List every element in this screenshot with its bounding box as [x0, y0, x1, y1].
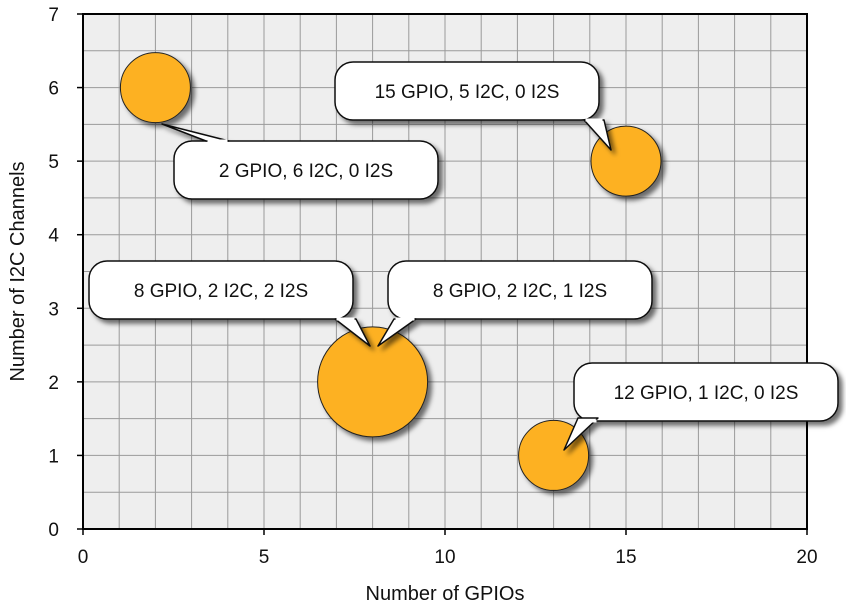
x-tick-label: 20: [796, 547, 817, 568]
callout-box: [88, 260, 354, 320]
callout-label: 8 GPIO, 2 I2C, 2 I2S: [134, 281, 308, 302]
x-tick-label: 0: [78, 547, 89, 568]
y-tick-label: 4: [48, 226, 59, 247]
callout: [563, 362, 839, 451]
callout-label: 2 GPIO, 6 I2C, 0 I2S: [219, 161, 393, 182]
callout-label: 8 GPIO, 2 I2C, 1 I2S: [433, 281, 607, 302]
callout-box: [173, 140, 439, 200]
callout-label: 15 GPIO, 5 I2C, 0 I2S: [375, 82, 560, 103]
callout-box: [334, 61, 600, 121]
x-axis-title: Number of GPIOs: [366, 583, 525, 605]
callout-pointer: [563, 417, 599, 451]
bubble: [119, 52, 191, 124]
callout: [377, 260, 653, 347]
y-axis-title: Number of I2C Channels: [7, 161, 29, 381]
y-tick-label: 3: [48, 299, 59, 320]
x-tick-label: 15: [615, 547, 636, 568]
y-tick-label: 7: [48, 5, 59, 26]
y-tick-label: 2: [48, 373, 59, 394]
x-tick-label: 10: [434, 547, 455, 568]
x-tick-label: 5: [259, 547, 270, 568]
callout: [161, 123, 439, 200]
callout: [334, 61, 612, 151]
callouts: 2 GPIO, 6 I2C, 0 I2S 15 GPIO, 5 I2C, 0 I2…: [88, 61, 839, 451]
y-tick-label: 6: [48, 79, 59, 100]
bubble: [317, 326, 429, 438]
y-tick-label: 0: [48, 520, 59, 541]
y-tick-label: 5: [48, 152, 59, 173]
callout-label: 12 GPIO, 1 I2C, 0 I2S: [614, 383, 799, 404]
ticks: 0 5 10 15 20 0 1 2 3 4 5 6 7: [48, 5, 817, 568]
y-tick-label: 1: [48, 446, 59, 467]
callout: [88, 260, 371, 347]
callout-box: [573, 362, 839, 422]
callout-box: [387, 260, 653, 320]
